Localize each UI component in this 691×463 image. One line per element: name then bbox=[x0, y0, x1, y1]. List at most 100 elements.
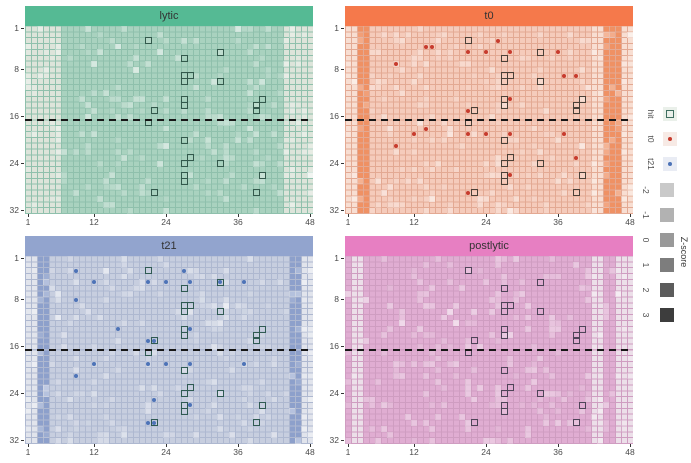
cell-shade bbox=[271, 102, 277, 109]
cell-shade bbox=[271, 184, 277, 191]
cell-shade bbox=[223, 308, 229, 315]
y-tick-label: 32 bbox=[9, 435, 19, 446]
x-tick bbox=[237, 443, 239, 447]
cell-shade bbox=[495, 437, 501, 444]
hit-marker bbox=[500, 54, 508, 62]
cell-shade bbox=[205, 143, 211, 150]
cell-shade bbox=[187, 367, 193, 374]
y-tick bbox=[341, 69, 344, 71]
cell-shade bbox=[217, 326, 223, 333]
x-tick bbox=[93, 443, 95, 447]
cell-shade bbox=[393, 201, 399, 208]
cell-shade bbox=[549, 273, 555, 280]
cell-shade bbox=[369, 108, 375, 114]
x-tick-label: 1 bbox=[25, 217, 31, 227]
cell-shade bbox=[423, 390, 429, 397]
x-tick bbox=[413, 443, 415, 447]
hit-marker bbox=[150, 107, 158, 115]
cell-shade bbox=[103, 297, 109, 303]
cell-shade bbox=[369, 72, 375, 79]
cell-shade bbox=[375, 84, 381, 91]
cell-shade bbox=[399, 90, 405, 97]
cell-shade bbox=[387, 285, 393, 292]
cell-shade bbox=[115, 425, 121, 432]
cell-shade bbox=[525, 172, 531, 179]
zscore-swatch bbox=[660, 283, 674, 297]
x-tick bbox=[309, 443, 311, 447]
zscore-swatch bbox=[660, 233, 674, 247]
hit-marker bbox=[464, 267, 472, 275]
cell-shade bbox=[193, 414, 199, 421]
cell-shade bbox=[97, 49, 103, 56]
cell-shade bbox=[477, 201, 483, 208]
cell-shade bbox=[525, 431, 531, 438]
zscore-swatch bbox=[660, 208, 674, 222]
cell-shade bbox=[543, 414, 549, 421]
cell-shade bbox=[259, 279, 265, 286]
hit-marker bbox=[500, 284, 508, 292]
cell-shade bbox=[579, 78, 585, 85]
cell-shade bbox=[381, 256, 387, 262]
x-tick-label: 36 bbox=[233, 447, 243, 457]
y-tick bbox=[21, 116, 24, 118]
cell-shade bbox=[109, 108, 115, 114]
cell-shade bbox=[259, 78, 265, 85]
hit-marker bbox=[180, 407, 188, 415]
cell-shade bbox=[73, 314, 79, 321]
cell-shade bbox=[393, 31, 399, 38]
y-tick-label: 1 bbox=[334, 253, 339, 264]
cell-shade bbox=[163, 261, 169, 268]
cell-shade bbox=[67, 414, 73, 421]
hit-marker bbox=[506, 72, 514, 80]
cell-shade bbox=[205, 96, 211, 103]
cell-shade bbox=[55, 437, 61, 444]
cell-shade bbox=[405, 414, 411, 421]
cell-shade bbox=[139, 96, 145, 103]
dot-marker bbox=[412, 132, 416, 137]
cell-shade bbox=[223, 302, 229, 309]
cell-shade bbox=[435, 256, 441, 262]
cell-shade bbox=[381, 190, 387, 196]
cell-shade bbox=[241, 396, 247, 403]
cell-shade bbox=[531, 125, 537, 132]
cell-shade bbox=[181, 108, 187, 114]
cell-shade bbox=[471, 131, 477, 138]
panel-plot-t0 bbox=[345, 26, 633, 214]
dot-marker bbox=[74, 268, 78, 273]
cell-shade bbox=[471, 367, 477, 374]
dot-marker bbox=[152, 397, 156, 402]
cell-shade bbox=[265, 67, 271, 73]
cell-shade bbox=[115, 43, 121, 50]
hit-marker bbox=[180, 78, 188, 86]
x-tick bbox=[93, 213, 95, 217]
cell-shade bbox=[417, 26, 423, 32]
dot-marker bbox=[484, 50, 488, 55]
cell-shade bbox=[139, 320, 145, 327]
cell-shade bbox=[79, 302, 85, 309]
cell-shade bbox=[265, 72, 271, 79]
cell-shade bbox=[381, 96, 387, 103]
x-tick-label: 12 bbox=[89, 217, 99, 227]
cell-shade bbox=[477, 31, 483, 38]
cell-shade bbox=[127, 149, 133, 155]
cell-shade bbox=[133, 55, 139, 62]
cell-shade bbox=[109, 396, 115, 403]
y-tick bbox=[21, 28, 24, 30]
cell-shade bbox=[447, 125, 453, 132]
cell-shade bbox=[121, 291, 127, 298]
cell-shade bbox=[97, 31, 103, 38]
cell-shade bbox=[157, 256, 163, 262]
hit-marker bbox=[252, 419, 260, 427]
cell-shade bbox=[525, 326, 531, 333]
cell-shade bbox=[393, 149, 399, 155]
cell-shade bbox=[411, 78, 417, 85]
hit-marker bbox=[500, 136, 508, 144]
hit-marker bbox=[186, 72, 194, 80]
dot-marker bbox=[394, 62, 398, 67]
cell-shade bbox=[55, 291, 61, 298]
cell-shade bbox=[423, 361, 429, 368]
y-tick-label: 32 bbox=[9, 205, 19, 216]
cell-shade bbox=[465, 84, 471, 91]
dot-marker bbox=[466, 50, 470, 55]
